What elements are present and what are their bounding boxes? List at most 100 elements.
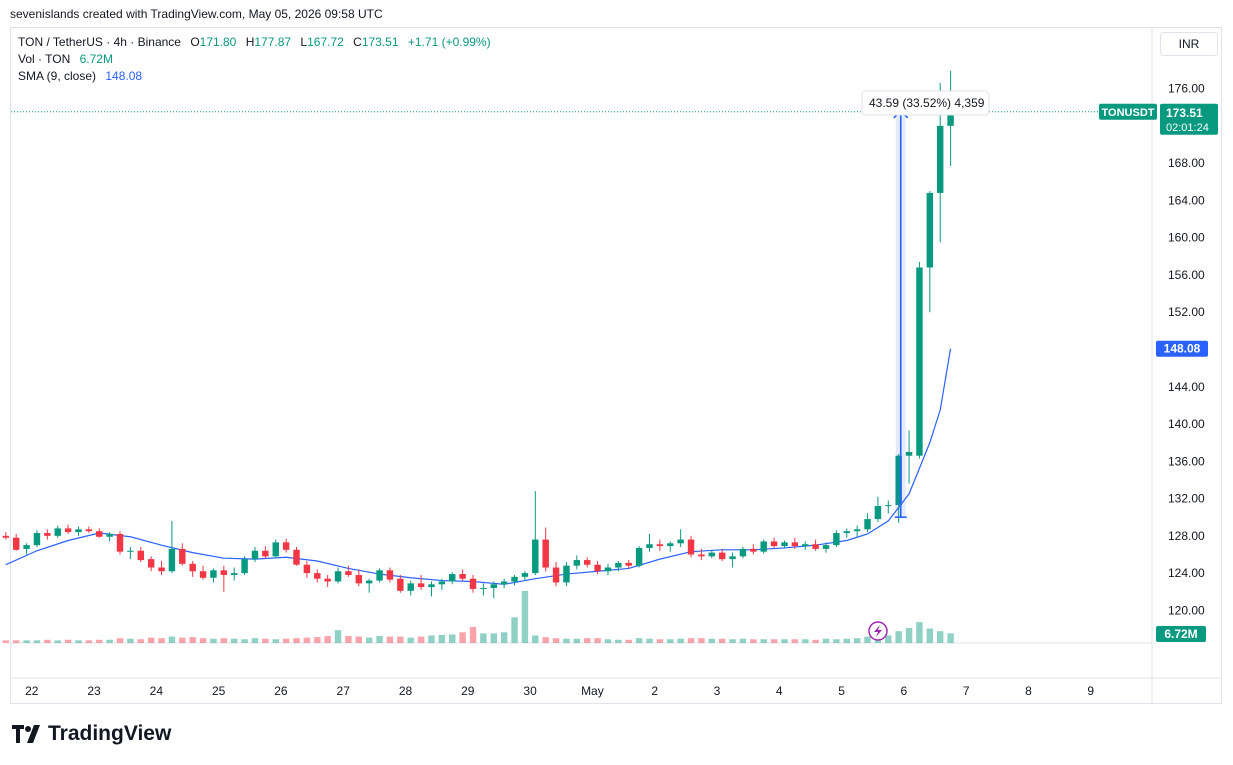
volume-bar (729, 639, 736, 643)
candle (428, 581, 435, 597)
candle-body (853, 529, 861, 532)
volume-bar (137, 639, 144, 643)
candle (147, 556, 155, 572)
volume-bar (314, 637, 321, 643)
candle-body (85, 529, 93, 532)
volume-bar (542, 637, 549, 643)
measure-label: 43.59 (33.52%) 4,359 (861, 90, 990, 116)
y-tick-label: 136.00 (1168, 454, 1205, 468)
candle-body (532, 539, 539, 574)
volume-bar (604, 639, 612, 643)
legend-ohlc-row: TON / TetherUS · 4h · Binance O171.80 H1… (18, 34, 491, 51)
candle (179, 543, 186, 566)
candle (791, 537, 799, 549)
volume-bar (615, 639, 622, 643)
volume-bar (23, 640, 30, 643)
candle (677, 529, 684, 548)
volume-bar (199, 638, 207, 643)
candle-body (407, 583, 414, 591)
candle (386, 567, 394, 583)
candle-body (137, 550, 144, 561)
x-tick-label: 25 (212, 684, 226, 698)
currency-button[interactable]: INR (1160, 32, 1218, 56)
candle-body (158, 567, 165, 572)
volume-bar (480, 633, 487, 643)
candle-body (127, 550, 134, 552)
legend-sma-row: SMA (9, close) 148.08 (18, 68, 491, 85)
candle (44, 529, 51, 540)
legend-vol-label[interactable]: Vol · TON (18, 52, 71, 66)
volume-bar (698, 638, 705, 643)
y-tick-label: 120.00 (1168, 603, 1205, 617)
candle-body (822, 545, 830, 549)
candle (168, 520, 176, 574)
candle (698, 548, 705, 561)
candle (905, 430, 913, 484)
candle (729, 552, 736, 568)
candle (781, 540, 788, 548)
volume-bar (365, 637, 373, 643)
candle (552, 561, 560, 587)
candle-body (812, 544, 819, 549)
volume-bar (521, 591, 529, 643)
candle (438, 578, 446, 590)
volume-bar (760, 639, 767, 643)
volume-bar (708, 638, 716, 643)
candle-body (760, 541, 767, 552)
legend-high: 177.87 (254, 35, 292, 49)
candle-body (521, 573, 529, 577)
legend-sma-value: 148.08 (105, 69, 143, 83)
candle-body (44, 533, 51, 536)
tradingview-logo[interactable]: TradingView (12, 722, 171, 746)
candle (365, 578, 373, 593)
candle-body (677, 539, 684, 544)
candle-body (147, 559, 155, 568)
x-tick-label: 4 (776, 684, 783, 698)
candle (718, 548, 726, 561)
y-tick-label: 168.00 (1168, 156, 1205, 170)
candle-body (96, 531, 103, 537)
candle-body (106, 533, 113, 537)
candle-body (739, 548, 747, 557)
legend-sma-label[interactable]: SMA (9, close) (18, 69, 97, 83)
legend-open: 171.80 (199, 35, 237, 49)
candle-body (33, 533, 41, 546)
candle (282, 538, 290, 553)
volume-bar (947, 633, 954, 643)
candle (833, 530, 840, 548)
candle-body (698, 554, 705, 557)
lightning-icon[interactable] (868, 621, 888, 641)
tradingview-logo-icon (12, 725, 40, 743)
candle (687, 535, 695, 558)
candle-body (428, 584, 435, 588)
volume-bar (625, 639, 632, 643)
candle-body (179, 548, 186, 564)
legend-symbol[interactable]: TON / TetherUS · 4h · Binance (18, 35, 181, 49)
candle-body (542, 539, 549, 568)
candle (210, 568, 217, 583)
legend-low: 167.72 (307, 35, 344, 49)
candle-body (480, 588, 487, 590)
volume-bar (667, 639, 674, 643)
candle (947, 70, 954, 166)
candle-body (365, 580, 373, 584)
sma-tag-text: 148.08 (1164, 342, 1201, 356)
candle (33, 530, 41, 548)
candle (449, 572, 456, 585)
candle (96, 528, 103, 538)
volume-bar (926, 628, 934, 643)
volume-bar (833, 639, 840, 643)
volume-bar (293, 638, 300, 643)
candle-body (615, 562, 622, 568)
candle-body (210, 570, 217, 578)
candle-body (303, 564, 311, 574)
candle (760, 539, 767, 554)
volume-bar (843, 638, 850, 643)
candle-body (781, 542, 788, 547)
candle-body (895, 455, 902, 506)
candle (646, 533, 653, 552)
candle-body (802, 544, 809, 547)
candle-body (791, 542, 799, 547)
candle (521, 571, 529, 581)
